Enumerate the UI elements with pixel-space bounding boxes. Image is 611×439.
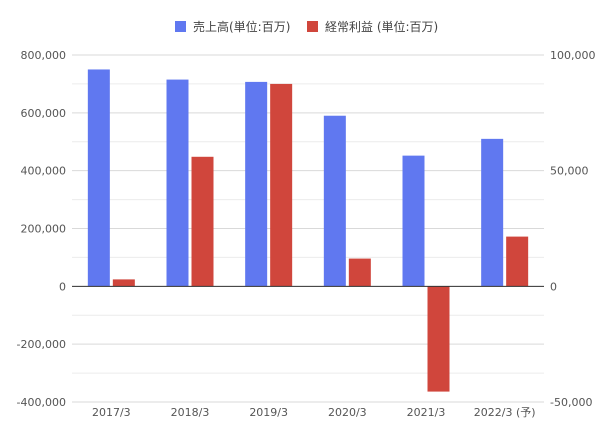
bar-sales	[245, 81, 268, 287]
bar-ordinary-profit	[270, 83, 293, 287]
bars	[87, 69, 529, 392]
right-axis-ticks: 100,000 50,000 0 -50,000	[550, 49, 596, 409]
x-tick-label: 2021/3	[407, 406, 446, 419]
left-tick-label: 0	[59, 280, 66, 293]
right-tick-label: -50,000	[550, 396, 592, 409]
legend-swatch-ordinary-profit	[307, 21, 318, 32]
legend: 売上高(単位:百万) 経常利益 (単位:百万)	[175, 19, 438, 34]
bar-ordinary-profit	[348, 258, 371, 287]
x-tick-label: 2019/3	[249, 406, 288, 419]
gridlines	[72, 54, 544, 403]
legend-swatch-sales	[175, 21, 186, 32]
legend-label-ordinary-profit: 経常利益 (単位:百万)	[325, 19, 438, 34]
bar-sales	[87, 69, 110, 287]
bar-sales	[323, 115, 346, 287]
right-tick-label: 100,000	[550, 49, 596, 62]
left-tick-label: 400,000	[21, 165, 67, 178]
bar-sales	[402, 155, 425, 287]
legend-label-sales: 売上高(単位:百万)	[193, 19, 290, 34]
left-tick-label: -200,000	[17, 338, 66, 351]
left-tick-label: 600,000	[21, 107, 67, 120]
left-axis-ticks: 800,000 600,000 400,000 200,000 0 -200,000 -40…	[17, 49, 66, 409]
x-tick-label: 2017/3	[92, 406, 131, 419]
left-tick-label: -400,000	[17, 396, 66, 409]
bar-sales	[166, 79, 189, 287]
bar-ordinary-profit	[191, 156, 214, 287]
bar-sales	[481, 138, 504, 287]
bar-ordinary-profit	[427, 286, 450, 392]
bar-ordinary-profit	[112, 279, 135, 287]
left-tick-label: 200,000	[21, 223, 67, 236]
x-tick-label: 2020/3	[328, 406, 367, 419]
right-tick-label: 50,000	[550, 165, 589, 178]
bar-ordinary-profit	[506, 236, 529, 287]
x-tick-label: 2018/3	[171, 406, 210, 419]
left-tick-label: 800,000	[21, 49, 67, 62]
x-axis-ticks: 2017/3 2018/3 2019/3 2020/3 2021/3 2022/3 (予)	[92, 406, 536, 419]
x-tick-label: 2022/3 (予)	[474, 406, 536, 419]
right-tick-label: 0	[550, 280, 557, 293]
